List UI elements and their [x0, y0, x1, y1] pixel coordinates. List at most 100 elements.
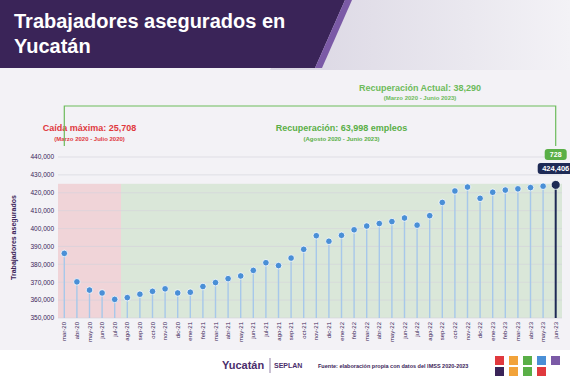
footer-decor — [495, 367, 504, 376]
footer-decor — [523, 367, 532, 376]
x-tick-label: may-22 — [389, 321, 395, 342]
x-tick-label: feb-22 — [351, 321, 357, 339]
y-tick-label: 400,000 — [31, 225, 55, 232]
point — [288, 255, 295, 262]
x-tick-label: may-23 — [540, 321, 546, 342]
marks — [61, 180, 560, 318]
x-tick-label: dic-20 — [175, 321, 181, 338]
title: Trabajadores asegurados en Yucatán — [14, 9, 334, 59]
point — [61, 250, 68, 257]
x-tick-label: oct-21 — [301, 321, 307, 338]
grid-line — [58, 246, 562, 247]
annotation-subtext: (Agosto 2020 - Junio 2023) — [303, 136, 379, 142]
point — [489, 189, 496, 196]
annotation-subtext: (Marzo 2020 - Junio 2023) — [384, 95, 457, 101]
point — [137, 291, 144, 298]
point — [551, 180, 560, 189]
y-axis-title: Trabajadores asegurados — [10, 195, 18, 280]
grid-line — [58, 300, 562, 301]
point — [464, 184, 471, 191]
x-tick-label: sep-22 — [439, 321, 445, 340]
y-tick-label: 390,000 — [31, 243, 55, 250]
point — [212, 279, 219, 286]
point — [439, 199, 446, 206]
footer-decor — [537, 367, 546, 376]
footer-source: Fuente: elaboración propia con datos del… — [318, 363, 468, 369]
annotation-text: Recuperación: 63,998 empleos — [276, 123, 408, 133]
stem — [341, 235, 342, 318]
point — [426, 212, 433, 219]
x-tick-label: nov-20 — [162, 321, 168, 340]
stem — [404, 218, 405, 318]
x-tick-label: mar-20 — [61, 321, 67, 341]
footer-decor — [495, 356, 504, 365]
point — [250, 267, 257, 274]
grid-line — [58, 228, 562, 229]
stem — [177, 293, 178, 318]
footer-decor — [523, 356, 532, 365]
grid-line — [58, 174, 562, 175]
x-tick-label: abr-21 — [225, 321, 231, 339]
x-tick-label: ene-21 — [187, 321, 193, 340]
y-tick-label: 420,000 — [31, 189, 55, 196]
region — [121, 184, 562, 318]
point — [263, 259, 270, 266]
point — [452, 188, 459, 195]
x-tick-label: jun-20 — [99, 321, 105, 339]
point — [86, 287, 93, 294]
stem — [492, 192, 493, 318]
point — [225, 275, 232, 282]
x-tick-label: ene-23 — [490, 321, 496, 340]
x-tick-label: ene-22 — [339, 321, 345, 340]
point — [351, 227, 358, 234]
x-tick-label: ago-20 — [124, 321, 130, 340]
annotation-bracket — [64, 106, 555, 146]
point — [326, 238, 333, 245]
point — [477, 195, 484, 202]
annotation-text: Recuperación Actual: 38,290 — [359, 83, 481, 93]
background — [0, 0, 570, 380]
grid-line — [58, 157, 562, 158]
x-tick-label: sep-21 — [288, 321, 294, 340]
footer-decor — [551, 356, 560, 365]
stem — [530, 188, 531, 318]
point — [162, 286, 169, 293]
x-tick-label: abr-20 — [74, 321, 80, 339]
point — [502, 187, 509, 194]
point — [540, 183, 547, 190]
highlight-change-label: 728 — [550, 151, 562, 158]
stem — [316, 236, 317, 318]
point — [376, 220, 383, 227]
footer-logo: Yucatán — [222, 359, 264, 371]
point — [527, 184, 534, 191]
footer-decor — [509, 367, 518, 376]
y-tick-label: 380,000 — [31, 261, 55, 268]
point — [515, 186, 522, 193]
point — [187, 289, 194, 296]
stem — [379, 224, 380, 318]
y-tick-label: 350,000 — [31, 314, 55, 321]
stem — [253, 270, 254, 318]
stem — [353, 230, 354, 318]
stem — [479, 198, 480, 318]
x-tick-label: abr-23 — [528, 321, 534, 339]
x-tick-label: feb-21 — [200, 321, 206, 339]
stem — [454, 191, 455, 318]
y-tick-label: 410,000 — [31, 207, 55, 214]
point — [74, 279, 81, 286]
x-tick-label: nov-22 — [465, 321, 471, 340]
grid-line — [58, 264, 562, 265]
stem — [215, 283, 216, 318]
x-tick-label: mar-21 — [213, 321, 219, 341]
x-tick-label: dic-22 — [477, 321, 483, 338]
stem — [542, 186, 543, 318]
stem — [416, 225, 417, 318]
x-tick-label: jun-23 — [553, 321, 559, 339]
stem — [89, 290, 90, 318]
point — [300, 246, 307, 253]
highlight-change-badge — [545, 149, 567, 160]
stem — [366, 226, 367, 318]
x-tick-label: dic-21 — [326, 321, 332, 338]
stem — [429, 216, 430, 318]
stem — [328, 241, 329, 318]
